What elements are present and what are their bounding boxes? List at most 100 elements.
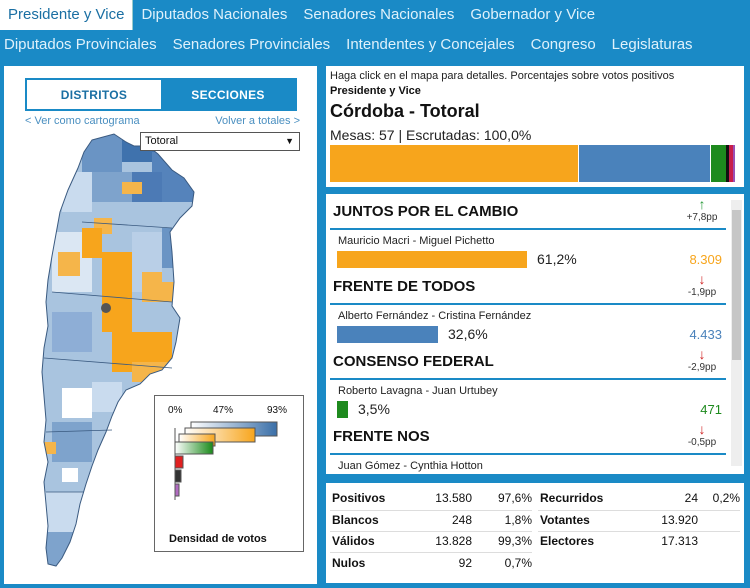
- density-legend: 0% 47% 93% Densidad de votos: [154, 395, 304, 552]
- candidates: Juan Gómez - Cynthia Hotton: [338, 460, 483, 472]
- tab-secciones[interactable]: SECCIONES: [161, 80, 295, 109]
- vote-bar: [337, 401, 348, 418]
- validos-label: Válidos: [332, 534, 375, 548]
- tab-gobernador-y-vice[interactable]: Gobernador y Vice: [470, 6, 596, 23]
- party-row[interactable]: CONSENSO FEDERAL ↓ -2,9pp Roberto Lavagna -…: [330, 344, 726, 419]
- map-panel: DISTRITOS SECCIONES < Ver como cartogram…: [4, 66, 317, 584]
- results-header: Haga click en el mapa para detalles. Por…: [326, 66, 744, 187]
- divider: [330, 531, 532, 532]
- back-to-totals-link[interactable]: Volver a totales >: [215, 115, 300, 127]
- candidates: Alberto Fernández - Cristina Fernández: [338, 310, 532, 322]
- legend-ticks: 0% 47% 93%: [155, 405, 305, 419]
- row-positivos: Positivos 13.580 97,6%: [332, 488, 532, 509]
- stack-segment[interactable]: [711, 145, 726, 182]
- tab-intendentes-y-concejales[interactable]: Intendentes y Concejales: [346, 36, 515, 53]
- stack-segment[interactable]: [732, 145, 735, 182]
- tab-distritos[interactable]: DISTRITOS: [27, 80, 161, 109]
- recurridos-pct: 0,2%: [712, 491, 740, 505]
- category-label: Presidente y Vice: [330, 85, 421, 97]
- arrow-down-icon: ↓: [698, 271, 706, 287]
- trend-indicator: ↓ -0,5pp: [682, 422, 722, 448]
- trend-indicator: ↓ -2,9pp: [682, 347, 722, 373]
- vote-bar: [337, 251, 527, 268]
- blancos-label: Blancos: [332, 513, 379, 527]
- blancos-pct: 1,8%: [504, 513, 532, 527]
- validos-value: 13.828: [435, 534, 472, 548]
- positivos-pct: 97,6%: [497, 491, 532, 505]
- trend-value: +7,8pp: [686, 212, 718, 223]
- tab-legislaturas[interactable]: Legislaturas: [611, 36, 693, 53]
- party-name: CONSENSO FEDERAL: [333, 353, 494, 370]
- vote-pct: 32,6%: [448, 326, 488, 342]
- section-select-value: Totoral: [145, 135, 179, 147]
- trend-indicator: ↑ +7,8pp: [682, 197, 722, 223]
- row-validos: Válidos 13.828 99,3%: [332, 531, 532, 552]
- vote-pct: 61,2%: [537, 251, 577, 267]
- positivos-value: 13.580: [435, 491, 472, 505]
- party-divider: [330, 228, 726, 230]
- mesas-status: Mesas: 57 | Escrutadas: 100,0%: [330, 127, 532, 143]
- party-divider: [330, 303, 726, 305]
- positivos-label: Positivos: [332, 491, 386, 505]
- nulos-label: Nulos: [332, 556, 366, 570]
- place-title: Córdoba - Totoral: [330, 101, 480, 121]
- scrollbar-thumb[interactable]: [732, 210, 741, 360]
- results-stacked-bar: [330, 145, 735, 182]
- tab-congreso[interactable]: Congreso: [530, 36, 596, 53]
- stack-segment[interactable]: [330, 145, 579, 182]
- party-divider: [330, 453, 726, 455]
- divider: [538, 531, 740, 532]
- vote-count: 4.433: [689, 327, 722, 342]
- row-votantes: Votantes 13.920: [540, 510, 742, 531]
- row-blancos: Blancos 248 1,8%: [332, 510, 532, 531]
- divider: [330, 510, 532, 511]
- stack-segment[interactable]: [725, 145, 730, 182]
- party-name: JUNTOS POR EL CAMBIO: [333, 203, 519, 220]
- row-electores: Electores 17.313: [540, 531, 742, 552]
- party-name: FRENTE DE TODOS: [333, 278, 476, 295]
- chevron-down-icon: ▼: [285, 136, 294, 146]
- nav-row-2: Diputados Provinciales Senadores Provinci…: [0, 30, 705, 60]
- map-hint: Haga click en el mapa para detalles. Por…: [330, 70, 675, 82]
- party-row[interactable]: FRENTE NOS ↓ -0,5pp Juan Gómez - Cynthia Ho…: [330, 419, 726, 474]
- argentina-map[interactable]: [22, 132, 202, 572]
- row-nulos: Nulos 92 0,7%: [332, 553, 532, 574]
- electores-value: 17.313: [661, 534, 698, 548]
- map-links: < Ver como cartograma Volver a totales >: [25, 115, 300, 127]
- recurridos-value: 24: [684, 491, 698, 505]
- vote-count: 471: [700, 402, 722, 417]
- stack-segment[interactable]: [578, 145, 712, 182]
- tab-diputados-provinciales[interactable]: Diputados Provinciales: [4, 36, 157, 53]
- trend-value: -0,5pp: [687, 437, 717, 448]
- trend-value: -1,9pp: [687, 287, 717, 298]
- section-select[interactable]: Totoral ▼: [140, 132, 300, 151]
- party-row[interactable]: JUNTOS POR EL CAMBIO ↑ +7,8pp Mauricio Macr…: [330, 194, 726, 269]
- legend-bars: [174, 421, 278, 500]
- votantes-label: Votantes: [540, 513, 590, 527]
- vote-pct: 3,5%: [358, 401, 390, 417]
- legend-tick-min: 0%: [168, 405, 183, 416]
- row-recurridos: Recurridos 24 0,2%: [540, 488, 742, 509]
- legend-tick-mid: 47%: [213, 405, 234, 416]
- cartograma-link[interactable]: < Ver como cartograma: [25, 115, 140, 127]
- category-nav: Presidente y Vice Diputados Nacionales Sen…: [0, 0, 750, 62]
- tab-senadores-nacionales[interactable]: Senadores Nacionales: [303, 6, 455, 23]
- vote-bar: [337, 326, 438, 343]
- validos-pct: 99,3%: [497, 534, 532, 548]
- candidates: Roberto Lavagna - Juan Urtubey: [338, 385, 498, 397]
- tab-diputados-nacionales[interactable]: Diputados Nacionales: [141, 6, 288, 23]
- tab-senadores-provinciales[interactable]: Senadores Provinciales: [172, 36, 331, 53]
- trend-value: -2,9pp: [687, 362, 717, 373]
- nulos-value: 92: [458, 556, 472, 570]
- divider: [330, 552, 532, 553]
- stack-segment[interactable]: [729, 145, 733, 182]
- trend-indicator: ↓ -1,9pp: [682, 272, 722, 298]
- blancos-value: 248: [451, 513, 472, 527]
- party-row[interactable]: FRENTE DE TODOS ↓ -1,9pp Alberto Fernández …: [330, 269, 726, 344]
- scrollbar[interactable]: [731, 200, 742, 466]
- arrow-down-icon: ↓: [698, 421, 706, 437]
- arrow-down-icon: ↓: [698, 346, 706, 362]
- tab-presidente-y-vice[interactable]: Presidente y Vice: [0, 0, 134, 30]
- recurridos-label: Recurridos: [540, 491, 604, 505]
- candidates: Mauricio Macri - Miguel Pichetto: [338, 235, 495, 247]
